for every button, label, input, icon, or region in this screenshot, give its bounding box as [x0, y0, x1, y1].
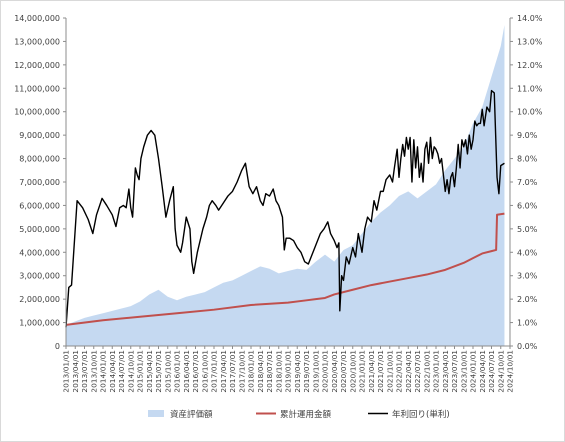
x-tick-label: 2024/07/01 [487, 350, 496, 393]
x-tick-label: 2022/04/01 [404, 350, 413, 393]
x-tick-label: 2014/04/01 [108, 350, 117, 393]
x-tick-label: 2017/07/01 [228, 350, 237, 393]
y-right-tick-label: 0.0% [517, 342, 538, 351]
y-left-tick-label: 13,000,000 [14, 37, 60, 46]
y-right-tick-label: 4.0% [517, 248, 538, 257]
x-tick-label: 2018/01/01 [247, 350, 256, 393]
y-left-tick-label: 5,000,000 [19, 225, 60, 234]
y-right-tick-label: 1.0% [517, 319, 538, 328]
y-left-tick-label: 9,000,000 [19, 131, 60, 140]
x-tick-label: 2016/04/01 [182, 350, 191, 393]
x-tick-label: 2022/10/01 [422, 350, 431, 393]
legend-swatch-asset-value [148, 410, 164, 417]
y-left-tick-label: 10,000,000 [14, 108, 60, 117]
y-right-tick-label: 8.0% [517, 155, 538, 164]
x-tick-label: 2016/07/01 [191, 350, 200, 393]
y-left-tick-label: 4,000,000 [19, 248, 60, 257]
x-tick-label: 2015/01/01 [136, 350, 145, 393]
x-tick-label: 2013/10/01 [89, 350, 98, 393]
x-tick-label: 2013/07/01 [80, 350, 89, 393]
x-tick-label: 2022/01/01 [395, 350, 404, 393]
x-tick-label: 2021/07/01 [376, 350, 385, 393]
y-left-tick-label: 12,000,000 [14, 61, 60, 70]
x-tick-label: 2015/07/01 [154, 350, 163, 393]
x-tick-label: 2020/07/01 [339, 350, 348, 393]
x-tick-label: 2019/01/01 [284, 350, 293, 393]
y-right-tick-label: 11.0% [517, 84, 543, 93]
x-tick-label: 2013/01/01 [62, 350, 71, 393]
y-left-tick-label: 3,000,000 [19, 272, 60, 281]
x-tick-label: 2014/01/01 [99, 350, 108, 393]
x-tick-label: 2024/10/01 [506, 350, 515, 393]
y-left-tick-label: 0 [55, 342, 60, 351]
series-line-cumulative-investment [65, 212, 505, 326]
y-left-tick-label: 2,000,000 [19, 295, 60, 304]
series-line-annual-yield [65, 89, 505, 328]
x-tick-label: 2017/10/01 [237, 350, 246, 393]
y-left-tick-label: 1,000,000 [19, 319, 60, 328]
y-right-tick-label: 7.0% [517, 178, 538, 187]
x-tick-label: 2020/01/01 [321, 350, 330, 393]
legend-label: 年利回り(単利) [392, 409, 450, 420]
x-tick-label: 2020/04/01 [330, 350, 339, 393]
y-right-tick-label: 2.0% [517, 295, 538, 304]
x-tick-label: 2023/07/01 [450, 350, 459, 393]
x-tick-label: 2014/07/01 [117, 350, 126, 393]
x-tick-label: 2020/10/01 [348, 350, 357, 393]
x-tick-label: 2021/10/01 [385, 350, 394, 393]
y-left-tick-label: 6,000,000 [19, 201, 60, 210]
x-tick-label: 2024/10/01 [496, 350, 505, 393]
x-tick-label: 2018/07/01 [265, 350, 274, 393]
y-right-tick-label: 13.0% [517, 37, 543, 46]
x-tick-label: 2019/04/01 [293, 350, 302, 393]
x-tick-label: 2023/10/01 [459, 350, 468, 393]
y-right-tick-label: 9.0% [517, 131, 538, 140]
x-tick-label: 2015/04/01 [145, 350, 154, 393]
x-tick-label: 2015/10/01 [163, 350, 172, 393]
x-tick-label: 2021/01/01 [358, 350, 367, 393]
x-tick-label: 2016/01/01 [173, 350, 182, 393]
x-tick-label: 2023/04/01 [441, 350, 450, 393]
x-tick-label: 2024/04/01 [478, 350, 487, 393]
x-tick-label: 2014/10/01 [126, 350, 135, 393]
x-tick-label: 2023/01/01 [432, 350, 441, 393]
x-tick-label: 2017/01/01 [210, 350, 219, 393]
y-left-tick-label: 7,000,000 [19, 178, 60, 187]
x-tick-label: 2018/04/01 [256, 350, 265, 393]
x-tick-label: 2024/01/01 [469, 350, 478, 393]
x-tick-label: 2013/04/01 [71, 350, 80, 393]
series-area-asset-value [66, 25, 505, 347]
y-right-tick-label: 5.0% [517, 225, 538, 234]
y-left-tick-label: 14,000,000 [14, 14, 60, 23]
x-tick-label: 2021/04/01 [367, 350, 376, 393]
x-tick-label: 2019/10/01 [311, 350, 320, 393]
y-right-tick-label: 3.0% [517, 272, 538, 281]
y-left-tick-label: 8,000,000 [19, 155, 60, 164]
legend-label: 資産評価額 [170, 409, 213, 420]
y-left-tick-label: 11,000,000 [14, 84, 60, 93]
y-right-tick-label: 14.0% [517, 14, 543, 23]
y-right-tick-label: 10.0% [517, 108, 543, 117]
y-right-tick-label: 6.0% [517, 201, 538, 210]
x-tick-label: 2018/10/01 [274, 350, 283, 393]
y-right-tick-label: 12.0% [517, 61, 543, 70]
x-tick-label: 2019/07/01 [302, 350, 311, 393]
x-tick-label: 2017/04/01 [219, 350, 228, 393]
x-tick-label: 2022/07/01 [413, 350, 422, 393]
legend-label: 累計運用金額 [280, 409, 332, 420]
x-tick-label: 2016/10/01 [200, 350, 209, 393]
